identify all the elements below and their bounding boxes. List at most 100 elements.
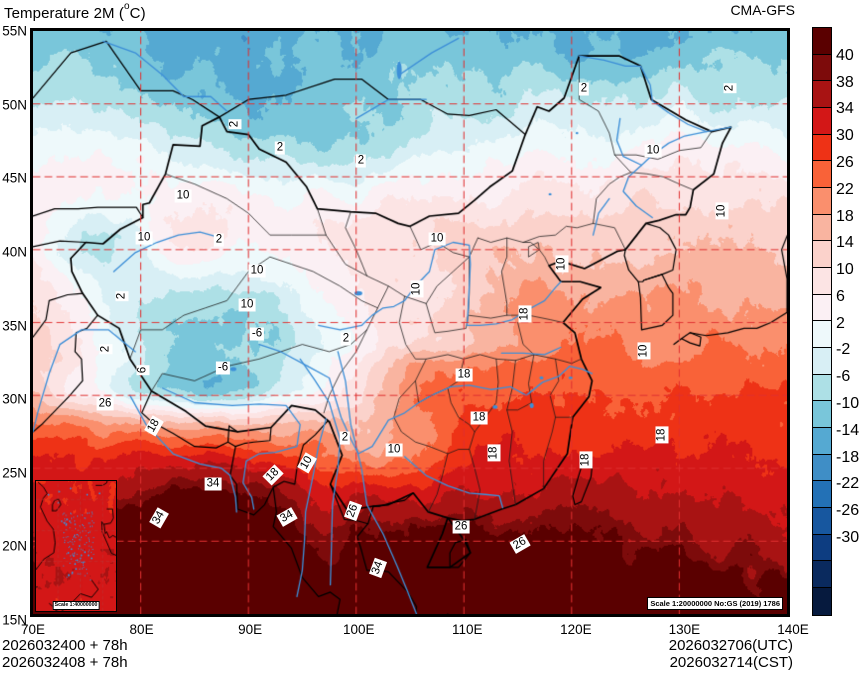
colorbar-band-8 [813,241,831,269]
contour-label: 10 [248,264,266,278]
contour-label: 10 [715,202,729,220]
colorbar-tick-22: 22 [836,180,854,198]
lat-tick-25N: 25N [2,465,27,481]
colorbar-band-12 [813,348,831,375]
colorbar-band-16 [813,454,831,482]
contour-label: 2 [228,118,242,130]
colorbar-band-10 [813,294,831,322]
colorbar-band-19 [813,534,831,562]
lat-tick-20N: 20N [2,538,27,554]
colorbar-band-0 [813,28,831,55]
colorbar-tick-18: 18 [836,207,854,225]
colorbar-tick-neg14: -14 [836,421,859,439]
contour-label: 18 [579,451,593,469]
contour-label: 18 [518,305,532,323]
colorbar-tick-neg18: -18 [836,448,859,466]
colorbar-tick-14: 14 [836,234,854,252]
contour-label: 2 [723,82,737,94]
contour-label: 18 [487,444,501,462]
colorbar-tick-2: 2 [836,314,845,332]
contour-label: 10 [385,443,403,457]
colorbar-tick-neg22: -22 [836,475,859,493]
colorbar-band-2 [813,81,831,109]
colorbar-band-7 [813,214,831,242]
colorbar-band-21 [813,588,831,615]
colorbar-tick-6: 6 [836,287,845,305]
contour-label: -6 [215,361,231,375]
colorbar[interactable] [812,27,832,616]
contour-label: 10 [410,280,424,298]
inset-scale-stamp: Scale 1:40000000 [52,601,100,610]
lat-tick-40N: 40N [2,244,27,260]
contour-label: 2 [274,141,286,155]
lon-tick-70E: 70E [20,622,46,637]
colorbar-tick-neg2: -2 [836,341,851,359]
lat-tick-55N: 55N [2,23,27,39]
colorbar-band-13 [813,374,831,402]
colorbar-band-14 [813,401,831,429]
footer-valid-time-utc: 2026032706(UTC) [668,637,793,654]
colorbar-tick-neg6: -6 [836,368,851,386]
colorbar-tick-neg10: -10 [836,394,859,412]
contour-label: 10 [428,232,446,246]
lon-tick-90E: 90E [238,622,263,637]
contour-label: 6 [136,364,150,376]
contour-label: 2 [115,290,129,302]
contour-label: 26 [452,520,470,534]
contour-label: 10 [555,255,569,273]
lat-tick-30N: 30N [2,391,27,407]
map-scale-stamp: Scale 1:20000000 No:GS (2019) 1786 [647,597,783,610]
contour-label: 26 [96,397,114,411]
footer-valid-time-cst: 2026032714(CST) [669,654,793,671]
lon-tick-130E: 130E [668,622,701,637]
lat-tick-45N: 45N [2,170,27,186]
colorbar-band-4 [813,134,831,162]
inset-map-south-china-sea[interactable]: Scale 1:40000000 [35,480,117,612]
title-unit: C) [129,5,146,22]
colorbar-band-11 [813,321,831,349]
page-title: Temperature 2M (oC) [4,1,146,22]
colorbar-band-17 [813,481,831,509]
colorbar-band-1 [813,54,831,82]
footer-init-time-cst: 2026032408 + 78h [2,654,128,671]
colorbar-band-15 [813,428,831,455]
contour-label: 10 [174,189,192,203]
contour-label: 18 [470,411,488,425]
temperature-field-canvas [33,31,787,614]
map-frame[interactable]: Scale 1:40000000 Scale 1:20000000 No:GS … [30,28,790,617]
colorbar-band-18 [813,508,831,535]
contour-label: 34 [204,477,222,491]
colorbar-tick-30: 30 [836,127,854,145]
contour-label: 2 [99,343,113,355]
colorbar-tick-neg26: -26 [836,502,859,520]
contour-label: 18 [655,426,669,444]
lat-tick-35N: 35N [2,318,27,333]
colorbar-band-5 [813,161,831,189]
contour-label: 2 [339,431,351,445]
lon-tick-120E: 120E [560,622,592,637]
degree-symbol: o [123,1,130,12]
colorbar-band-3 [813,108,831,135]
contour-label: -6 [249,327,265,341]
colorbar-tick-40: 40 [836,46,854,64]
lat-tick-50N: 50N [2,97,27,113]
contour-label: 10 [238,298,256,312]
colorbar-band-9 [813,268,831,295]
contour-label: 2 [578,82,590,96]
colorbar-tick-34: 34 [836,100,854,118]
lat-tick-15N: 15N [2,612,27,628]
lon-tick-110E: 110E [452,622,483,637]
lon-tick-100E: 100E [342,622,375,637]
contour-label: 18 [455,368,473,382]
model-label: CMA-GFS [730,2,795,18]
colorbar-tick-38: 38 [836,73,854,91]
colorbar-tick-26: 26 [836,154,854,171]
contour-label: 2 [355,154,367,168]
inset-map-canvas [36,481,116,611]
colorbar-band-6 [813,188,831,215]
contour-label: 10 [637,342,651,360]
colorbar-tick-neg30: -30 [836,528,859,546]
contour-label: 10 [135,231,153,245]
lon-tick-80E: 80E [129,622,154,637]
